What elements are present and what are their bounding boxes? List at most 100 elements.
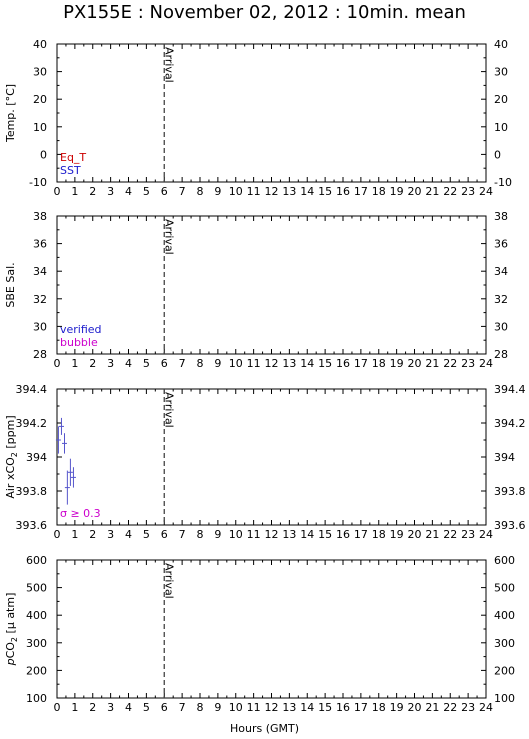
x-tick-label: 11 — [247, 185, 261, 198]
x-tick-label: 10 — [229, 185, 243, 198]
x-tick-label: 8 — [197, 528, 204, 541]
x-tick-label: 1 — [71, 185, 78, 198]
x-tick-label: 14 — [300, 357, 314, 370]
y-tick-label: 500 — [494, 582, 515, 595]
y-tick-label: 600 — [494, 554, 515, 567]
legend-entry: Eq_T — [60, 151, 86, 164]
x-tick-label: 23 — [461, 701, 475, 714]
y-tick-label: 394.2 — [494, 417, 526, 430]
x-tick-label: 22 — [443, 528, 457, 541]
x-tick-label: 9 — [214, 185, 221, 198]
x-tick-label: 11 — [247, 528, 261, 541]
x-tick-label: 21 — [425, 528, 439, 541]
x-tick-label: 8 — [197, 701, 204, 714]
y-tick-label: 0 — [494, 148, 501, 161]
y-tick-label: 30 — [494, 66, 508, 79]
y-tick-label: 500 — [26, 582, 47, 595]
x-tick-label: 18 — [372, 701, 386, 714]
x-tick-label: 1 — [71, 701, 78, 714]
x-tick-label: 18 — [372, 185, 386, 198]
x-tick-label: 8 — [197, 185, 204, 198]
x-tick-label: 3 — [107, 357, 114, 370]
x-tick-label: 13 — [282, 528, 296, 541]
x-tick-label: 7 — [179, 185, 186, 198]
y-tick-label: 10 — [494, 121, 508, 134]
x-tick-label: 20 — [408, 357, 422, 370]
x-tick-label: 4 — [125, 357, 132, 370]
x-tick-label: 22 — [443, 185, 457, 198]
y-tick-label: 20 — [33, 93, 47, 106]
x-tick-label: 0 — [54, 185, 61, 198]
panel-2: 0 1 2 3 4 5 6 7 8 9 10 11 12 13 14 15 16 17 18 19 20 21 22 23 24… — [4, 210, 508, 370]
y-tick-label: 394 — [494, 451, 515, 464]
x-tick-label: 8 — [197, 357, 204, 370]
x-tick-label: 2 — [89, 701, 96, 714]
x-tick-label: 13 — [282, 185, 296, 198]
legend-entry: σ ≥ 0.3 — [60, 507, 101, 520]
x-tick-label: 0 — [54, 528, 61, 541]
x-tick-label: 12 — [265, 528, 279, 541]
x-tick-label: 3 — [107, 701, 114, 714]
legend-entry: verified — [60, 323, 102, 336]
x-tick-label: 22 — [443, 357, 457, 370]
x-tick-label: 6 — [161, 528, 168, 541]
x-tick-label: 2 — [89, 528, 96, 541]
y-tick-label: 30 — [33, 66, 47, 79]
x-tick-label: 5 — [143, 185, 150, 198]
panel-4: 0 1 2 3 4 5 6 7 8 9 10 11 12 13 14 15 16 17 18 19 20 21 22 23 24… — [4, 554, 515, 714]
y-tick-label: 100 — [26, 692, 47, 705]
x-tick-label: 11 — [247, 701, 261, 714]
x-tick-label: 24 — [479, 528, 493, 541]
y-tick-label: 600 — [26, 554, 47, 567]
x-tick-label: 2 — [89, 357, 96, 370]
y-tick-label: 20 — [494, 93, 508, 106]
y-tick-label: 32 — [33, 293, 47, 306]
x-tick-label: 15 — [318, 701, 332, 714]
x-tick-label: 12 — [265, 185, 279, 198]
x-tick-label: 9 — [214, 528, 221, 541]
y-tick-label: 300 — [26, 637, 47, 650]
y-tick-label: -10 — [494, 176, 512, 189]
x-tick-label: 4 — [125, 528, 132, 541]
x-tick-label: 16 — [336, 357, 350, 370]
x-tick-label: 12 — [265, 357, 279, 370]
x-tick-label: 14 — [300, 701, 314, 714]
y-tick-label: 393.6 — [494, 519, 526, 532]
y-tick-label: 30 — [494, 320, 508, 333]
x-tick-label: 1 — [71, 528, 78, 541]
x-tick-label: 19 — [390, 701, 404, 714]
x-tick-label: 17 — [354, 701, 368, 714]
y-tick-label: 400 — [494, 609, 515, 622]
y-tick-label: 10 — [33, 121, 47, 134]
x-tick-label: 17 — [354, 528, 368, 541]
x-tick-label: 24 — [479, 701, 493, 714]
plot-frame — [56, 215, 487, 355]
plot-frame — [56, 388, 487, 526]
x-tick-label: 24 — [479, 357, 493, 370]
x-tick-label: 4 — [125, 701, 132, 714]
y-tick-label: 28 — [494, 348, 508, 361]
y-axis-label: Temp. [°C] — [4, 84, 17, 143]
x-tick-label: 7 — [179, 357, 186, 370]
x-tick-label: 15 — [318, 185, 332, 198]
x-tick-label: 19 — [390, 185, 404, 198]
x-tick-label: 13 — [282, 701, 296, 714]
y-tick-label: 0 — [40, 148, 47, 161]
x-tick-label: 11 — [247, 357, 261, 370]
x-tick-label: 21 — [425, 357, 439, 370]
y-tick-label: 393.8 — [494, 485, 526, 498]
x-tick-label: 18 — [372, 357, 386, 370]
x-tick-label: 6 — [161, 357, 168, 370]
arrival-label: Arrival — [162, 47, 175, 83]
x-tick-label: 15 — [318, 528, 332, 541]
x-tick-label: 20 — [408, 528, 422, 541]
y-tick-label: 394.2 — [16, 417, 48, 430]
chart-title: PX155E : November 02, 2012 : 10min. mean — [63, 2, 466, 23]
y-tick-label: 36 — [33, 238, 47, 251]
x-tick-label: 0 — [54, 701, 61, 714]
arrival-label: Arrival — [162, 392, 175, 428]
x-tick-label: 23 — [461, 528, 475, 541]
x-tick-label: 17 — [354, 357, 368, 370]
x-tick-label: 10 — [229, 357, 243, 370]
